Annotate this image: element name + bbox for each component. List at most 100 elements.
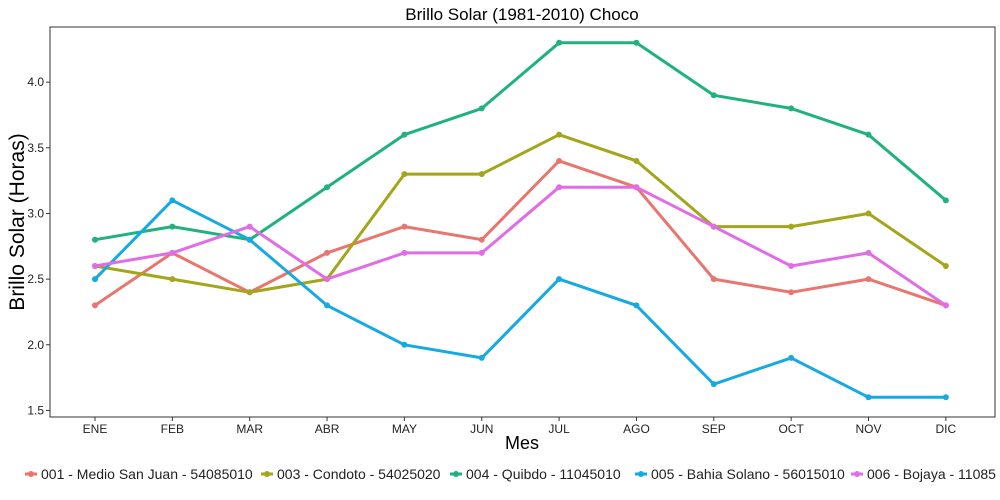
y-tick-label: 3.0	[27, 206, 44, 220]
data-point	[865, 210, 872, 217]
data-point	[633, 184, 640, 191]
y-tick-label: 2.5	[27, 272, 44, 286]
legend-label: 005 - Bahia Solano - 56015010	[651, 466, 845, 482]
data-point	[788, 223, 795, 230]
data-point	[556, 276, 563, 283]
series-line	[93, 159, 948, 307]
series-layer	[92, 39, 949, 401]
data-point	[788, 289, 795, 296]
legend-key-point	[264, 471, 270, 477]
data-point	[942, 197, 949, 204]
legend-item: 005 - Bahia Solano - 56015010	[635, 466, 845, 482]
x-tick-label: AGO	[623, 422, 650, 436]
plot-panel	[49, 26, 996, 418]
y-tick-label: 1.5	[27, 403, 44, 417]
y-tick-label: 3.5	[27, 141, 44, 155]
data-point	[401, 223, 408, 230]
series-line	[93, 133, 948, 294]
legend-item: 001 - Medio San Juan - 54085010	[25, 466, 253, 482]
legend-label: 004 - Quibdo - 11045010	[466, 466, 621, 482]
x-tick-label: ABR	[315, 422, 340, 436]
data-point	[169, 223, 176, 230]
data-point	[865, 276, 872, 283]
data-point	[169, 276, 176, 283]
data-point	[633, 157, 640, 164]
legend-key-point	[638, 471, 644, 477]
x-tick-label: DIC	[936, 422, 957, 436]
data-point	[788, 105, 795, 112]
x-tick-label: JUL	[548, 422, 570, 436]
data-point	[401, 249, 408, 256]
data-point	[556, 39, 563, 46]
series-3	[92, 39, 949, 243]
data-point	[942, 394, 949, 401]
series-4	[92, 197, 949, 401]
x-tick-label: MAY	[392, 422, 417, 436]
data-point	[710, 223, 717, 230]
data-point	[324, 184, 331, 191]
data-point	[478, 249, 485, 256]
x-tick-label: ENE	[83, 422, 108, 436]
legend-label: 003 - Condoto - 54025020	[277, 466, 441, 482]
data-point	[710, 276, 717, 283]
data-point	[401, 341, 408, 348]
data-point	[478, 236, 485, 243]
y-tick-label: 2.0	[27, 338, 44, 352]
data-point	[865, 131, 872, 138]
data-point	[169, 197, 176, 204]
data-point	[865, 394, 872, 401]
x-tick-label: OCT	[778, 422, 804, 436]
data-point	[246, 289, 253, 296]
data-point	[710, 381, 717, 388]
x-tick-label: JUN	[470, 422, 493, 436]
data-point	[246, 223, 253, 230]
x-axis: ENE FEB MAR ABR MAY JUN JUL AGO SEP OCT NOV DIC	[83, 417, 957, 436]
data-point	[324, 249, 331, 256]
x-tick-label: MAR	[236, 422, 263, 436]
legend-key-point	[854, 471, 860, 477]
data-point	[556, 157, 563, 164]
y-axis: 1.5 2.0 2.5 3.0 3.5 4.0	[27, 75, 50, 417]
legend-label: 006 - Bojaya - 11085	[867, 466, 996, 482]
legend: 001 - Medio San Juan - 54085010 003 - Con…	[25, 466, 996, 482]
x-tick-label: FEB	[161, 422, 184, 436]
y-tick-label: 4.0	[27, 75, 44, 89]
data-point	[788, 354, 795, 361]
x-tick-label: SEP	[702, 422, 726, 436]
data-point	[401, 171, 408, 178]
data-point	[556, 184, 563, 191]
chart-title: Brillo Solar (1981-2010) Choco	[405, 5, 638, 24]
data-point	[324, 276, 331, 283]
data-point	[556, 131, 563, 138]
legend-key-point	[453, 471, 459, 477]
series-line	[93, 41, 948, 242]
data-point	[633, 302, 640, 309]
legend-label: 001 - Medio San Juan - 54085010	[41, 466, 253, 482]
legend-item: 004 - Quibdo - 11045010	[450, 466, 621, 482]
data-point	[942, 302, 949, 309]
data-point	[324, 302, 331, 309]
data-point	[478, 105, 485, 112]
data-point	[401, 131, 408, 138]
series-line	[93, 185, 948, 307]
legend-item: 003 - Condoto - 54025020	[261, 466, 441, 482]
series-line	[93, 198, 948, 399]
legend-item: 006 - Bojaya - 11085	[851, 466, 996, 482]
x-tick-label: NOV	[855, 422, 881, 436]
data-point	[92, 302, 98, 309]
data-point	[92, 276, 98, 283]
data-point	[942, 262, 949, 269]
y-axis-title: Brillo Solar (Horas)	[6, 133, 29, 310]
data-point	[865, 249, 872, 256]
legend-key-point	[28, 471, 34, 477]
data-point	[92, 262, 98, 269]
data-point	[478, 354, 485, 361]
data-point	[788, 262, 795, 269]
data-point	[246, 236, 253, 243]
x-axis-title: Mes	[505, 433, 539, 453]
series-5	[92, 184, 949, 309]
data-point	[633, 39, 640, 46]
data-point	[478, 171, 485, 178]
data-point	[710, 92, 717, 99]
